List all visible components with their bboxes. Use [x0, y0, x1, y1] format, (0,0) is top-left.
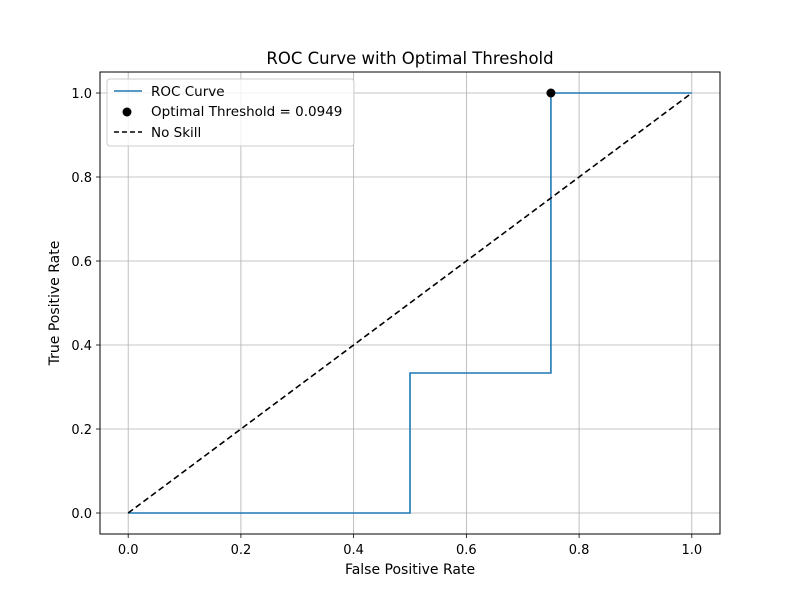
x-tick-label: 0.8	[569, 543, 590, 558]
optimal-threshold-point	[546, 88, 556, 98]
plot-frame	[99, 71, 721, 535]
y-tick-label: 0.6	[71, 255, 92, 270]
y-tick-label: 0.4	[71, 339, 92, 354]
legend-box	[106, 78, 355, 147]
axis-ticks: 0.0 0.2 0.4 0.6 0.8 1.0 0.0 0.2 0.4 0.6 0.8 1.0	[71, 87, 702, 558]
y-tick-label: 0.8	[71, 171, 92, 186]
legend: ROC Curve Optimal Threshold = 0.0949 No …	[106, 78, 355, 147]
legend-noskill-label: No Skill	[151, 125, 201, 141]
x-axis-title: False Positive Rate	[345, 562, 475, 578]
x-tick-label: 0.4	[343, 543, 364, 558]
legend-optimal-label: Optimal Threshold = 0.0949	[151, 104, 342, 120]
legend-roc-label: ROC Curve	[151, 84, 225, 100]
x-tick-label: 0.0	[118, 543, 139, 558]
x-tick-label: 1.0	[681, 543, 702, 558]
series-layer	[127, 88, 693, 514]
legend-optimal-swatch	[122, 107, 132, 117]
x-tick-label: 0.6	[456, 543, 477, 558]
y-tick-label: 0.2	[71, 423, 92, 438]
y-axis-title: True Positive Rate	[47, 241, 63, 367]
x-tick-label: 0.2	[231, 543, 252, 558]
chart-title: ROC Curve with Optimal Threshold	[266, 49, 553, 68]
y-tick-label: 1.0	[71, 87, 92, 102]
no-skill-line	[127, 92, 693, 514]
roc-curve-line	[128, 92, 692, 514]
y-tick-label: 0.0	[71, 507, 92, 522]
